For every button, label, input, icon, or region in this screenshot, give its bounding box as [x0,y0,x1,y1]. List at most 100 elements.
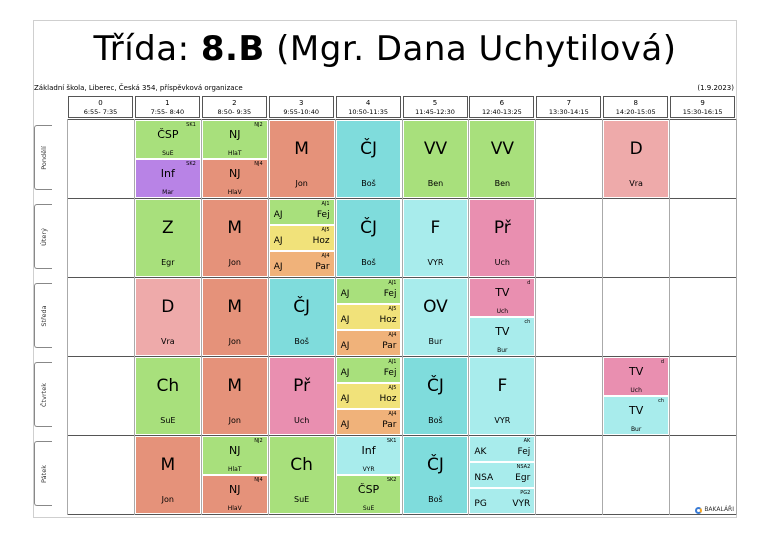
day-label-4: Pátek [34,441,52,506]
lesson-subject: NJ [229,483,241,496]
lesson-row: NSA Egr [474,473,530,483]
period-header: 4 10:50-11:35 [335,96,401,118]
lesson-cell[interactable]: ČJ Boš [268,278,335,356]
lesson-group-cell[interactable]: d TV Uch [603,357,670,396]
lesson-group: NJ4 [254,161,263,167]
lesson-group: d [660,359,665,365]
period-number: 3 [298,99,304,107]
lesson-cell[interactable]: Z Egr [134,199,201,277]
lesson-teacher: SuE [160,416,176,425]
lesson-cell[interactable]: Př Uch [268,357,335,435]
period-time: 9:55-10:40 [283,108,320,116]
lesson-teacher: HlaV [227,189,242,196]
period-time: 12:40-13:25 [481,108,522,116]
lesson-teacher: Hoz [312,236,330,246]
lesson-cell[interactable]: F VYR [469,357,536,435]
day-name: Čtvrtek [39,382,48,407]
lesson-cell[interactable]: F VYR [402,199,469,277]
lesson-cell[interactable]: D Vra [603,120,670,198]
lesson-subject: M [227,376,243,396]
lesson-subject: AJ [340,289,350,299]
lesson-row: AJ Fej [274,210,330,220]
lesson-row: AJ Fej [341,368,397,378]
lesson-group-cell[interactable]: NJ2 NJ HlaT [201,436,268,475]
period-header: 5 11:45-12:30 [402,96,468,118]
lesson-row: PG VYR [474,499,530,509]
lesson-group: NJ2 [254,438,263,444]
lesson-group-cell[interactable]: NSA2 NSA Egr [469,462,536,488]
lesson-teacher: Ben [494,179,511,188]
lesson-group-cell[interactable]: NJ2 NJ HlaT [201,120,268,159]
lesson-cell[interactable]: ČJ Boš [402,357,469,435]
lesson-teacher: Uch [494,258,510,267]
lesson-row: AK Fej [474,447,530,457]
lesson-row: AJ Par [341,420,397,430]
lesson-group-cell[interactable]: PG2 PG VYR [469,488,536,514]
lesson-group-cell[interactable]: AJ1 AJ Fej [335,278,402,304]
lesson-group-cell[interactable]: AJ1 AJ Fej [335,357,402,383]
lesson-group-cell[interactable]: AJ4 AJ Par [335,409,402,435]
lesson-subject: M [227,297,243,317]
lesson-group-cell[interactable]: d TV Uch [469,278,536,317]
lesson-subject: D [629,139,643,159]
period-header: 9 15:30-16:15 [670,96,736,118]
lesson-group-cell[interactable]: SK1 ČSP SuE [134,120,201,159]
lesson-cell[interactable]: M Jon [201,357,268,435]
lesson-cell[interactable]: M Jon [201,199,268,277]
lesson-cell[interactable]: M Jon [134,436,201,514]
lesson-group: AK [523,438,531,444]
lesson-group-cell[interactable]: AJ4 AJ Par [268,251,335,277]
lesson-group-cell[interactable]: SK2 Inf Mar [134,159,201,198]
lesson-cell[interactable]: VV Ben [402,120,469,198]
title-prefix: Třída: [93,29,190,69]
lesson-group-cell[interactable]: AJ1 AJ Fej [268,199,335,225]
lesson-group-cell[interactable]: NJ4 NJ HlaV [201,475,268,514]
lesson-group: AJ4 [388,332,397,338]
lesson-group-cell[interactable]: SK2 ČSP SuE [335,475,402,514]
lesson-teacher: Hoz [379,394,397,404]
lesson-group-cell[interactable]: AJ5 AJ Hoz [268,225,335,251]
lesson-group: AJ5 [321,227,330,233]
period-number: 0 [98,99,103,107]
column-divider [334,119,336,515]
lesson-cell[interactable]: Př Uch [469,199,536,277]
lesson-subject: AJ [273,210,283,220]
lesson-group: AJ1 [321,201,330,207]
lesson-teacher: Vra [161,337,175,346]
lesson-group-cell[interactable]: ch TV Bur [603,396,670,435]
lesson-group-cell[interactable]: SK1 Inf VYR [335,436,402,475]
lesson-group: SK1 [186,122,196,128]
lesson-cell[interactable]: OV Bur [402,278,469,356]
lesson-subject: M [227,218,243,238]
lesson-cell[interactable]: M Jon [268,120,335,198]
lesson-cell[interactable]: D Vra [134,278,201,356]
lesson-cell[interactable]: Ch SuE [134,357,201,435]
lesson-subject: M [294,139,309,159]
lesson-cell[interactable]: Ch SuE [268,436,335,514]
lesson-group-cell[interactable]: AK AK Fej [469,436,536,462]
lesson-group-cell[interactable]: ch TV Bur [469,317,536,356]
column-divider [736,119,737,515]
lesson-subject: NJ [229,444,241,457]
lesson-cell[interactable]: M Jon [201,278,268,356]
lesson-teacher: VYR [362,466,375,473]
lesson-subject: Ch [290,455,313,475]
lesson-subject: NJ [229,128,241,141]
lesson-group-cell[interactable]: NJ4 NJ HlaV [201,159,268,198]
period-header: 1 7:55- 8:40 [134,96,200,118]
lesson-subject: ČJ [427,376,444,396]
lesson-teacher: Fej [383,289,397,299]
lesson-group-cell[interactable]: AJ4 AJ Par [335,330,402,356]
period-header: 6 12:40-13:25 [469,96,535,118]
lesson-group: d [527,280,531,286]
lesson-group-cell[interactable]: AJ5 AJ Hoz [335,383,402,409]
lesson-group-cell[interactable]: AJ5 AJ Hoz [335,304,402,330]
lesson-subject: Př [493,218,511,238]
day-label-0: Pondělí [34,125,52,190]
lesson-teacher: Uch [293,416,310,425]
lesson-cell[interactable]: ČJ Boš [335,120,402,198]
lesson-group: NJ2 [254,122,263,128]
lesson-cell[interactable]: ČJ Boš [402,436,469,514]
lesson-cell[interactable]: VV Ben [469,120,536,198]
lesson-cell[interactable]: ČJ Boš [335,199,402,277]
